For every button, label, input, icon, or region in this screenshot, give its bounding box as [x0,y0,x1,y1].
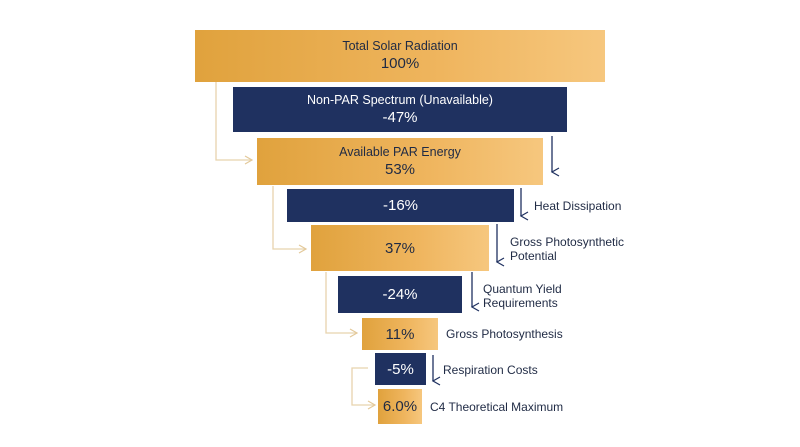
bar-value: 6.0% [382,398,418,415]
bar-value: -47% [382,108,418,126]
bar-label: Non-PAR Spectrum (Unavailable) [307,92,493,107]
bar-quantum-yield: -24% [338,276,462,313]
label-quantum-yield-requirements: Quantum Yield Requirements [483,282,562,310]
bar-value: -16% [382,197,419,214]
label-respiration-costs: Respiration Costs [443,363,538,377]
bar-label: Total Solar Radiation [342,39,458,53]
label-c4-theoretical-maximum: C4 Theoretical Maximum [430,400,564,414]
flow-arrow-icon [351,367,377,410]
bar-respiration-costs: -5% [375,353,426,385]
bar-label: Available PAR Energy [339,144,461,159]
bar-value: -24% [382,286,418,303]
bar-c4-theoretical-maximum: 6.0% [378,389,422,424]
bar-total-solar-radiation: Total Solar Radiation 100% [195,30,605,82]
label-gross-photosynthesis: Gross Photosynthesis [446,327,563,341]
flow-arrow-icon [272,186,308,254]
bar-value: 53% [384,160,416,178]
bar-heat-dissipation: -16% [287,189,514,222]
flow-arrow-icon [215,82,254,165]
bar-value: 11% [385,325,415,343]
bar-value: 100% [380,55,420,72]
bar-value: -5% [387,360,414,378]
bar-gross-photosynthesis: 11% [362,318,438,350]
flow-arrow-icon [325,272,359,338]
bar-value: 37% [384,239,416,257]
bar-available-par-energy: Available PAR Energy 53% [257,138,543,185]
label-heat-dissipation: Heat Dissipation [534,199,622,213]
bar-gross-photosynthetic-potential: 37% [311,225,489,271]
bar-non-par-spectrum: Non-PAR Spectrum (Unavailable) -47% [233,87,567,132]
label-gross-photosynthetic-potential: Gross Photosynthetic Potential [510,235,625,263]
